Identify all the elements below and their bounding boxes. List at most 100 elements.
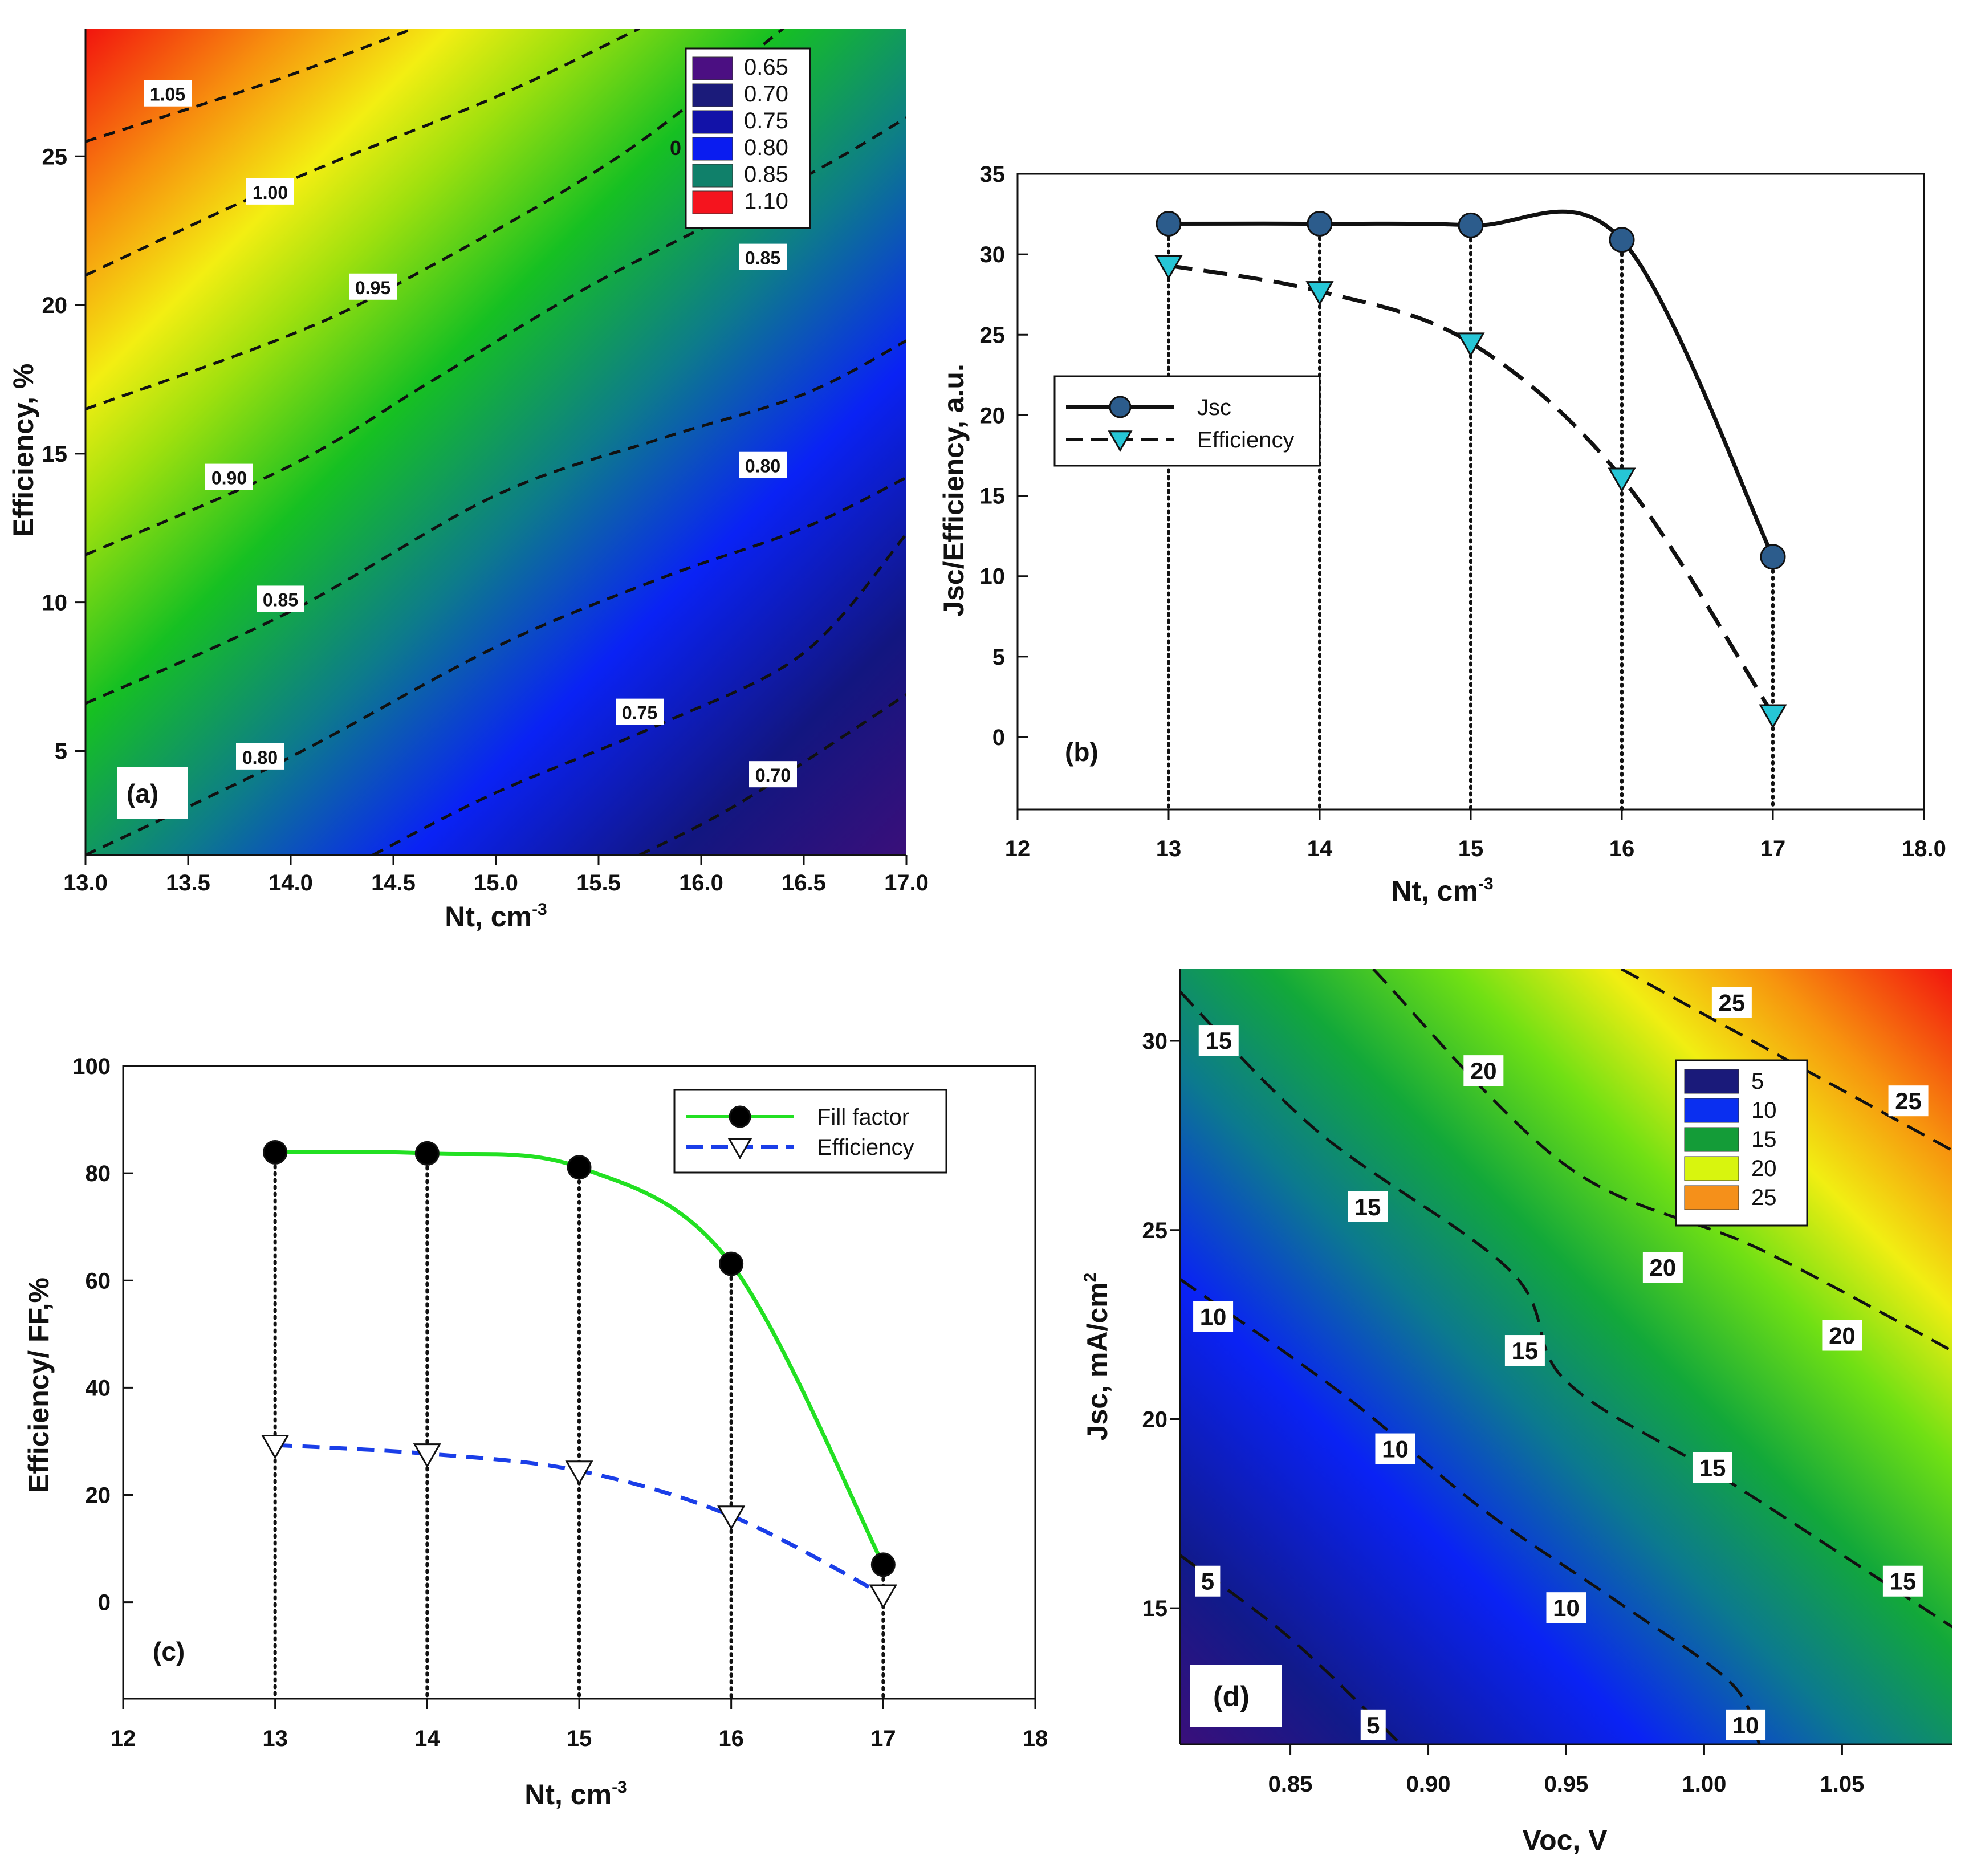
panel-a-ylabel: Efficiency, %	[7, 364, 39, 538]
contour-label: 10	[1200, 1303, 1227, 1330]
legend-label: 1.10	[744, 189, 788, 214]
x-tick-label: 0.85	[1268, 1772, 1313, 1797]
panel-c-label: (c)	[153, 1637, 185, 1666]
y-tick-label: 30	[980, 242, 1006, 267]
contour-label-box	[1882, 1565, 1923, 1597]
panel-b-xlabel: Nt, cm-3	[1391, 874, 1494, 907]
data-point-fill-factor	[567, 1155, 592, 1180]
legend-label: 0.70	[744, 82, 788, 107]
panel-c-axes: 12 13 14 15 16 17 18 0 20 40 60 80 100	[72, 1054, 1048, 1751]
panel-d-label: (d)	[1213, 1680, 1250, 1712]
panel-c-markers	[261, 1140, 897, 1609]
y-tick-label: 5	[992, 645, 1005, 670]
contour-label: 5	[1366, 1712, 1380, 1739]
legend-label: 5	[1751, 1069, 1764, 1094]
data-point-efficiency	[413, 1443, 441, 1468]
y-tick-label: 25	[980, 323, 1006, 348]
y-tick-label: 40	[86, 1376, 111, 1401]
x-tick-label: 17	[870, 1726, 896, 1751]
y-tick-label: 10	[980, 564, 1006, 589]
contour-label: 15	[1512, 1337, 1539, 1364]
y-tick-label: 25	[1142, 1218, 1168, 1243]
panel-c-ylabel: Efficiency/ FF,%	[23, 1277, 55, 1493]
x-tick-label: 0.90	[1406, 1772, 1451, 1797]
contour-label-box	[1193, 1301, 1234, 1332]
contour-label: 15	[1354, 1194, 1381, 1220]
y-tick-label: 20	[86, 1483, 111, 1508]
contour-label: 1.00	[253, 182, 288, 203]
contour-label: 15	[1205, 1027, 1232, 1054]
contour-line-25	[1621, 969, 1952, 1152]
x-tick-label: 1.00	[1682, 1772, 1727, 1797]
y-tick-label: 20	[980, 403, 1006, 428]
panel-b: 12 13 14 15 16 17 18.0 0 5 10 15 20 25 30 35 Jsc Effici…	[938, 162, 1946, 907]
data-point-efficiency	[565, 1460, 593, 1486]
x-tick-label: 17.0	[884, 870, 929, 896]
panel-b-ylabel: Jsc/Efficiency, a.u.	[938, 364, 970, 617]
contour-line-1-05	[86, 29, 414, 143]
x-tick-label: 16.0	[679, 870, 723, 896]
x-tick-label: 15	[567, 1726, 592, 1751]
legend-label: 25	[1751, 1185, 1777, 1210]
y-tick-label: 35	[980, 162, 1006, 187]
data-point-efficiency	[717, 1505, 746, 1531]
contour-line-0-85	[86, 339, 906, 705]
contour-label-box	[257, 585, 304, 612]
contour-label-box	[1642, 1252, 1683, 1283]
contour-label-box	[1198, 1025, 1239, 1056]
data-point-jsc	[1307, 211, 1333, 237]
legend-label: 15	[1751, 1127, 1777, 1152]
panel-a-stray-label: 0	[670, 136, 681, 160]
legend-label: 0.75	[744, 108, 788, 133]
contour-label: 10	[1553, 1594, 1580, 1621]
contour-label-box	[1195, 1565, 1221, 1597]
legend-label: Efficiency	[817, 1135, 914, 1160]
contour-label-box	[1360, 1709, 1386, 1740]
contour-label: 10	[1732, 1712, 1759, 1739]
y-tick-label: 20	[42, 293, 68, 318]
legend-label: 10	[1751, 1098, 1777, 1123]
y-tick-label: 30	[1142, 1029, 1168, 1054]
legend-swatch	[1684, 1098, 1739, 1123]
legend-swatch	[1684, 1127, 1739, 1152]
y-tick-label: 20	[1142, 1407, 1168, 1432]
contour-line-0-80	[86, 476, 906, 855]
panel-c-drop-lines	[273, 1150, 885, 1700]
legend-marker	[727, 1138, 752, 1160]
data-point-efficiency	[261, 1435, 290, 1460]
panel-d-contour-labels: 15 15 15 15 15 10 10 10 10 5 5 20 20 20 25 25	[1193, 987, 1929, 1740]
legend-label: 0.85	[744, 162, 788, 187]
panel-b-label: (b)	[1065, 737, 1099, 767]
x-tick-label: 13	[262, 1726, 288, 1751]
y-tick-label: 80	[86, 1161, 111, 1186]
x-tick-label: 13.0	[63, 870, 108, 896]
legend-swatch	[692, 56, 733, 80]
contour-label-box	[144, 80, 192, 107]
contour-label-box	[1692, 1452, 1732, 1483]
panel-d-xlabel: Voc, V	[1522, 1824, 1608, 1856]
y-tick-label: 0	[992, 725, 1005, 750]
panel-a-axes: 13.0 13.5 14.0 14.5 15.0 15.5 16.0 16.5 17.0 5 10 1…	[42, 29, 929, 896]
data-point-efficiency	[869, 1584, 897, 1609]
contour-label-box	[1375, 1433, 1415, 1464]
y-tick-label: 0	[98, 1590, 111, 1615]
contour-line-1-00	[86, 29, 641, 277]
x-tick-label: 18	[1023, 1726, 1048, 1751]
panel-c-legend: Fill factor Efficiency	[673, 1089, 947, 1174]
contour-label: 0.95	[355, 278, 390, 298]
data-point-fill-factor	[414, 1141, 440, 1166]
panel-a: 1.051.000.950.900.850.800.850.800.750.70…	[7, 29, 929, 933]
contour-label-box	[1711, 987, 1752, 1018]
contour-label-box	[1726, 1709, 1766, 1740]
panel-d-axes: 0.85 0.90 0.95 1.00 1.05 15 20 25 30	[1142, 969, 1952, 1797]
panel-d-heatmap	[1180, 969, 1952, 1744]
y-tick-label: 5	[55, 739, 67, 764]
x-tick-label: 14	[1307, 836, 1333, 861]
legend-label: Fill factor	[817, 1105, 909, 1130]
y-tick-label: 25	[42, 144, 68, 169]
data-point-fill-factor	[719, 1251, 744, 1276]
x-tick-label: 16	[718, 1726, 744, 1751]
legend-swatch	[692, 164, 733, 188]
